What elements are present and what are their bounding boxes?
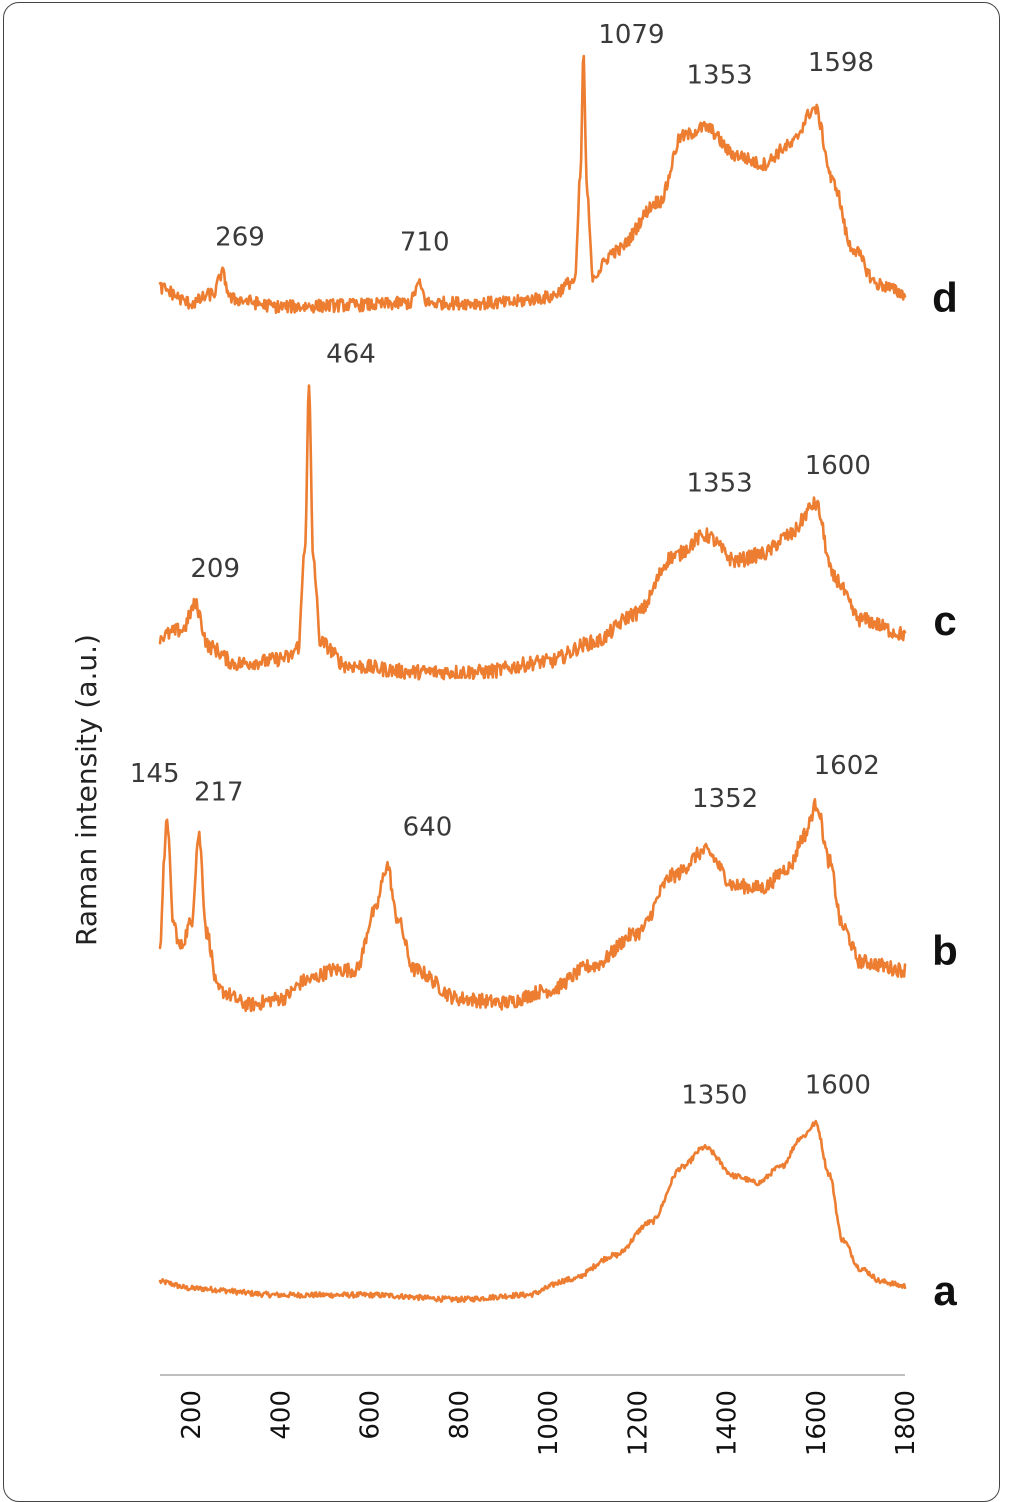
- x-tick-layer: 200 400 600 800 1000 1200 1400 1600 1800: [177, 1390, 921, 1456]
- x-tick-label-1200: 1200: [623, 1390, 653, 1456]
- series-layer: [158, 54, 907, 1304]
- x-tick-label-1000: 1000: [534, 1390, 564, 1456]
- peak-label-d-1598: 1598: [808, 48, 874, 78]
- peak-label-a-1600: 1600: [805, 1070, 871, 1100]
- peak-label-d-710: 710: [400, 228, 450, 258]
- trace-label-c: c: [933, 597, 956, 644]
- peak-label-b-1602: 1602: [814, 751, 880, 781]
- peak-label-c-1600: 1600: [805, 451, 871, 481]
- peak-label-c-209: 209: [190, 554, 240, 584]
- trace-label-b: b: [932, 927, 958, 974]
- peak-label-b-1352: 1352: [692, 784, 758, 814]
- trace-label-d: d: [932, 274, 958, 321]
- x-tick-label-1400: 1400: [713, 1390, 743, 1456]
- peak-label-d-269: 269: [215, 222, 265, 252]
- spectrum-line-c: [158, 384, 907, 681]
- spectrum-line-d: [158, 54, 907, 315]
- peak-label-c-1353: 1353: [687, 469, 753, 499]
- y-axis-label: Raman intensity (a.u.): [70, 634, 103, 946]
- x-tick-label-400: 400: [266, 1390, 296, 1440]
- trace-label-a: a: [933, 1267, 957, 1314]
- peak-label-c-464: 464: [326, 340, 376, 370]
- peak-label-b-640: 640: [403, 812, 453, 842]
- peak-label-a-1350: 1350: [681, 1081, 747, 1111]
- peak-label-d-1079: 1079: [598, 20, 664, 50]
- peak-label-d-1353: 1353: [687, 60, 753, 90]
- x-tick-label-800: 800: [445, 1390, 475, 1440]
- peak-label-b-217: 217: [194, 778, 244, 808]
- x-tick-label-200: 200: [177, 1390, 207, 1440]
- figure-frame: [3, 2, 1000, 1502]
- x-tick-label-1800: 1800: [891, 1390, 921, 1456]
- peak-label-b-145: 145: [130, 759, 180, 789]
- label-layer: a 1350 1600 b 145 217 640 1352 1602 c 209 464 1353 16…: [130, 20, 958, 1314]
- spectrum-line-a: [158, 1119, 907, 1304]
- x-tick-label-1600: 1600: [802, 1390, 832, 1456]
- spectrum-line-b: [158, 798, 907, 1013]
- raman-spectra-chart: a 1350 1600 b 145 217 640 1352 1602 c 209 464 1353 16…: [70, 20, 958, 1456]
- x-tick-label-600: 600: [356, 1390, 386, 1440]
